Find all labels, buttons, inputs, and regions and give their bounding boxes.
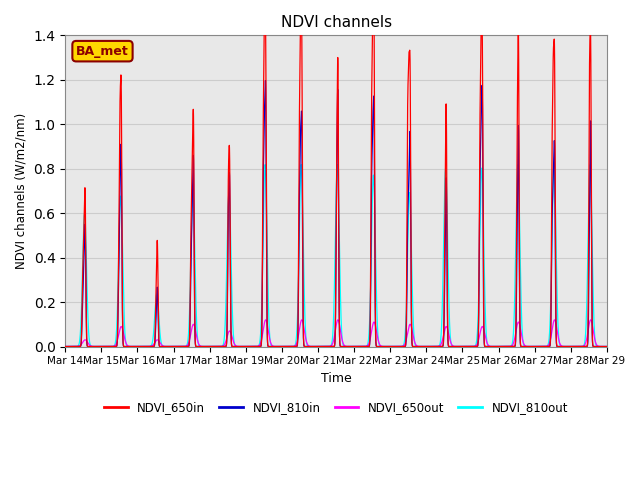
Legend: NDVI_650in, NDVI_810in, NDVI_650out, NDVI_810out: NDVI_650in, NDVI_810in, NDVI_650out, NDV…: [100, 396, 573, 419]
X-axis label: Time: Time: [321, 372, 351, 385]
Title: NDVI channels: NDVI channels: [280, 15, 392, 30]
Text: BA_met: BA_met: [76, 45, 129, 58]
Y-axis label: NDVI channels (W/m2/nm): NDVI channels (W/m2/nm): [15, 113, 28, 269]
